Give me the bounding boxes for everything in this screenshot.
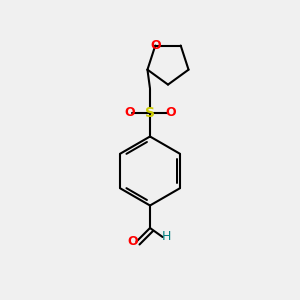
Text: O: O	[165, 106, 176, 119]
Text: O: O	[124, 106, 135, 119]
Text: H: H	[161, 230, 171, 244]
Text: O: O	[150, 39, 160, 52]
Text: O: O	[128, 235, 138, 248]
Text: S: S	[145, 106, 155, 119]
